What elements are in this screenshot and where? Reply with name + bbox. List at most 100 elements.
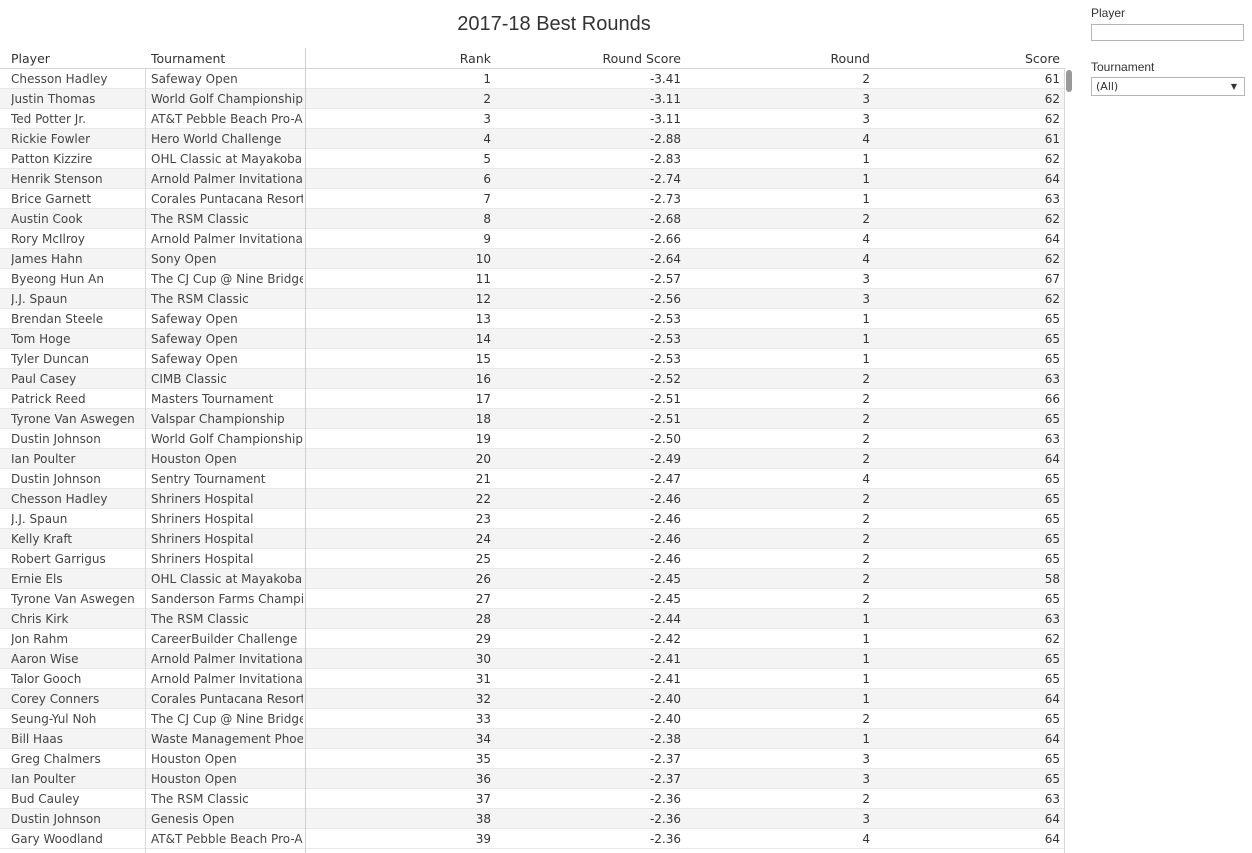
table-row[interactable]: Ian Poulter Houston Open 20 -2.49 2 64 bbox=[0, 449, 1064, 469]
tournament-filter-dropdown[interactable]: (All) ▼ bbox=[1091, 77, 1245, 96]
table-row[interactable]: Ted Potter Jr. AT&T Pebble Beach Pro-Am 3 -… bbox=[0, 109, 1064, 129]
table-row[interactable]: Patton Kizzire OHL Classic at Mayakoba 5 -2… bbox=[0, 149, 1064, 169]
cell-tournament: AT&T Pebble Beach Pro-Am bbox=[151, 112, 303, 126]
table-row[interactable]: Ian Poulter Houston Open 36 -2.37 3 65 bbox=[0, 769, 1064, 789]
table-row[interactable]: Chesson Hadley Safeway Open 1 -3.41 2 61 bbox=[0, 69, 1064, 89]
cell-round-score: -2.53 bbox=[649, 332, 681, 346]
table-row[interactable]: Dustin Johnson Genesis Open 38 -2.36 3 64 bbox=[0, 809, 1064, 829]
cell-score: 62 bbox=[1044, 632, 1060, 646]
cell-player: Tyrone Van Aswegen bbox=[11, 412, 135, 426]
cell-player: Rory McIlroy bbox=[11, 232, 85, 246]
table-row[interactable]: Greg Chalmers Houston Open 35 -2.37 3 65 bbox=[0, 749, 1064, 769]
vertical-scrollbar-thumb[interactable] bbox=[1066, 70, 1072, 92]
column-header-round-score[interactable]: Round Score bbox=[602, 51, 681, 66]
tournament-filter-label: Tournament bbox=[1091, 60, 1155, 74]
cell-round: 2 bbox=[862, 552, 870, 566]
column-header-player[interactable]: Player bbox=[11, 51, 50, 66]
cell-rank: 19 bbox=[475, 432, 491, 446]
table-row[interactable]: Dustin Johnson Sentry Tournament 21 -2.47 4 6… bbox=[0, 469, 1064, 489]
table-row[interactable]: Rory McIlroy Arnold Palmer Invitational 9 -… bbox=[0, 229, 1064, 249]
pane-divider bbox=[305, 48, 306, 853]
table-row[interactable]: Corey Conners Corales Puntacana Resort.. 3… bbox=[0, 689, 1064, 709]
cell-round: 2 bbox=[862, 572, 870, 586]
cell-rank: 22 bbox=[475, 492, 491, 506]
cell-round-score: -2.49 bbox=[649, 452, 681, 466]
table-row[interactable]: J.J. Spaun Shriners Hospital 23 -2.46 2 65 bbox=[0, 509, 1064, 529]
table-row[interactable]: Aaron Wise Arnold Palmer Invitational 30 -2… bbox=[0, 649, 1064, 669]
table-right-border bbox=[1064, 68, 1065, 853]
cell-round-score: -2.57 bbox=[649, 272, 681, 286]
cell-tournament: Sanderson Farms Champi.. bbox=[151, 592, 303, 606]
cell-score: 64 bbox=[1044, 732, 1060, 746]
cell-round-score: -2.37 bbox=[649, 752, 681, 766]
table-row[interactable]: Paul Casey CIMB Classic 16 -2.52 2 63 bbox=[0, 369, 1064, 389]
player-filter-input[interactable] bbox=[1091, 24, 1244, 41]
table-row[interactable]: J.J. Spaun The RSM Classic 12 -2.56 3 62 bbox=[0, 289, 1064, 309]
table-row[interactable]: Tom Hoge Safeway Open 14 -2.53 1 65 bbox=[0, 329, 1064, 349]
cell-player: Corey Conners bbox=[11, 692, 100, 706]
table-row[interactable]: Chesson Hadley Shriners Hospital 22 -2.46 2 6… bbox=[0, 489, 1064, 509]
table-row[interactable]: Justin Thomas World Golf Championship.. 2 -… bbox=[0, 89, 1064, 109]
cell-rank: 16 bbox=[475, 372, 491, 386]
table-row[interactable]: Gary Woodland AT&T Pebble Beach Pro-Am 39 -… bbox=[0, 829, 1064, 849]
cell-score: 63 bbox=[1044, 372, 1060, 386]
cell-tournament: Houston Open bbox=[151, 452, 237, 466]
cell-round-score: -2.46 bbox=[649, 552, 681, 566]
cell-round: 2 bbox=[862, 712, 870, 726]
column-header-round[interactable]: Round bbox=[830, 51, 870, 66]
cell-player: Gary Woodland bbox=[11, 832, 103, 846]
cell-round-score: -2.46 bbox=[649, 492, 681, 506]
column-header-tournament[interactable]: Tournament bbox=[151, 51, 226, 66]
cell-rank: 10 bbox=[475, 252, 491, 266]
cell-player: Chesson Hadley bbox=[11, 72, 108, 86]
cell-rank: 33 bbox=[475, 712, 491, 726]
table-row[interactable]: Rickie Fowler Hero World Challenge 4 -2.88 4… bbox=[0, 129, 1064, 149]
cell-rank: 2 bbox=[483, 92, 491, 106]
table-row[interactable]: Brendan Steele Safeway Open 13 -2.53 1 65 bbox=[0, 309, 1064, 329]
cell-tournament: Houston Open bbox=[151, 752, 237, 766]
player-filter-label: Player bbox=[1091, 6, 1126, 20]
table-row[interactable]: Brice Garnett Corales Puntacana Resort.. 7… bbox=[0, 189, 1064, 209]
cell-round-score: -2.40 bbox=[649, 692, 681, 706]
table-row[interactable]: Tyrone Van Aswegen Valspar Championship 18… bbox=[0, 409, 1064, 429]
table-row[interactable]: Austin Cook The RSM Classic 8 -2.68 2 62 bbox=[0, 209, 1064, 229]
cell-score: 64 bbox=[1044, 232, 1060, 246]
cell-tournament: Corales Puntacana Resort.. bbox=[151, 692, 303, 706]
table-row[interactable]: Byeong Hun An The CJ Cup @ Nine Bridges 11… bbox=[0, 269, 1064, 289]
cell-tournament: World Golf Championship.. bbox=[151, 92, 303, 106]
best-rounds-table: Player Tournament Rank Round Score Round… bbox=[0, 48, 1064, 849]
table-row[interactable]: Kelly Kraft Shriners Hospital 24 -2.46 2 65 bbox=[0, 529, 1064, 549]
column-header-score[interactable]: Score bbox=[1024, 51, 1060, 66]
cell-round-score: -2.47 bbox=[649, 472, 681, 486]
cell-round: 1 bbox=[862, 332, 870, 346]
column-header-rank[interactable]: Rank bbox=[459, 51, 491, 66]
table-row[interactable]: Seung-Yul Noh The CJ Cup @ Nine Bridges 33… bbox=[0, 709, 1064, 729]
cell-round: 4 bbox=[862, 232, 870, 246]
table-row[interactable]: Tyrone Van Aswegen Sanderson Farms Champi… bbox=[0, 589, 1064, 609]
table-row[interactable]: Ernie Els OHL Classic at Mayakoba 26 -2.45 2… bbox=[0, 569, 1064, 589]
cell-score: 65 bbox=[1044, 312, 1060, 326]
cell-round-score: -2.53 bbox=[649, 312, 681, 326]
table-row[interactable]: Bud Cauley The RSM Classic 37 -2.36 2 63 bbox=[0, 789, 1064, 809]
table-row[interactable]: Henrik Stenson Arnold Palmer Invitational… bbox=[0, 169, 1064, 189]
cell-round: 2 bbox=[862, 432, 870, 446]
cell-player: Patton Kizzire bbox=[11, 152, 93, 166]
table-row[interactable]: James Hahn Sony Open 10 -2.64 4 62 bbox=[0, 249, 1064, 269]
cell-rank: 1 bbox=[483, 72, 491, 86]
table-row[interactable]: Tyler Duncan Safeway Open 15 -2.53 1 65 bbox=[0, 349, 1064, 369]
table-row[interactable]: Jon Rahm CareerBuilder Challenge 29 -2.42 1 6… bbox=[0, 629, 1064, 649]
table-row[interactable]: Patrick Reed Masters Tournament 17 -2.51 2 66 bbox=[0, 389, 1064, 409]
cell-round: 3 bbox=[862, 772, 870, 786]
cell-round-score: -2.68 bbox=[649, 212, 681, 226]
table-row[interactable]: Robert Garrigus Shriners Hospital 25 -2.46 2… bbox=[0, 549, 1064, 569]
table-row[interactable]: Dustin Johnson World Golf Championship.. 1… bbox=[0, 429, 1064, 449]
table-row[interactable]: Bill Haas Waste Management Phoe.. 34 -2.38 1… bbox=[0, 729, 1064, 749]
table-row[interactable]: Talor Gooch Arnold Palmer Invitational 31 -… bbox=[0, 669, 1064, 689]
table-row[interactable]: Chris Kirk The RSM Classic 28 -2.44 1 63 bbox=[0, 609, 1064, 629]
cell-player: Tom Hoge bbox=[11, 332, 71, 346]
cell-player: J.J. Spaun bbox=[11, 512, 68, 526]
cell-round-score: -2.74 bbox=[649, 172, 681, 186]
cell-score: 62 bbox=[1044, 152, 1060, 166]
cell-player: Ian Poulter bbox=[11, 772, 76, 786]
cell-tournament: Arnold Palmer Invitational bbox=[151, 172, 303, 186]
